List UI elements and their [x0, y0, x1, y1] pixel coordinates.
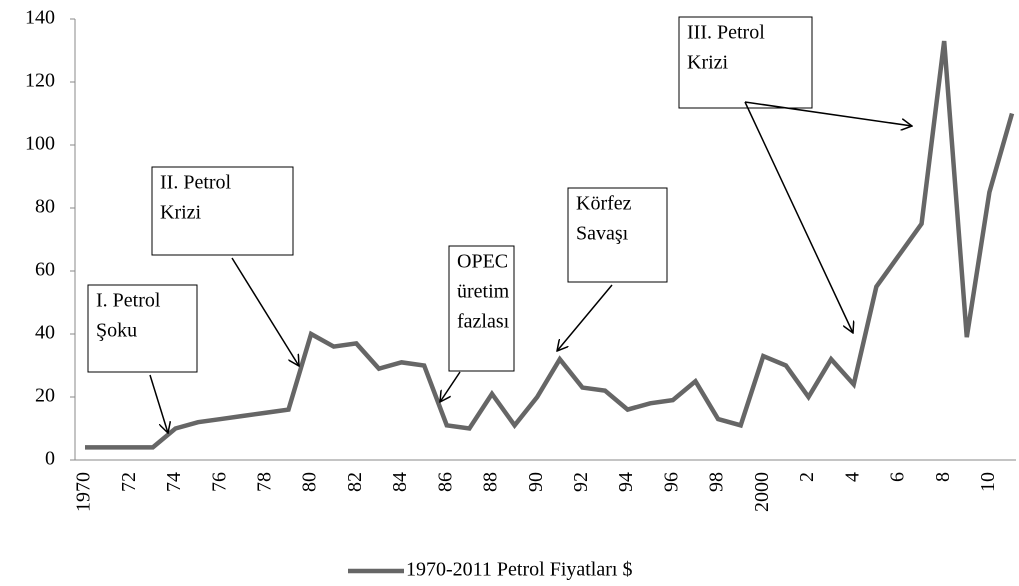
annotation-arrow: [231, 257, 299, 366]
y-tick-label: 100: [25, 133, 55, 155]
y-tick-label: 60: [35, 259, 55, 281]
x-tick-label: 90: [525, 472, 547, 492]
annotation-arrow: [557, 284, 613, 351]
annotation-text: III. Petrol: [687, 22, 765, 44]
x-tick-label: 1970: [73, 472, 95, 512]
annotation-text: Krizi: [687, 52, 729, 74]
y-tick-label: 20: [35, 385, 55, 407]
annotation-box: [567, 187, 668, 283]
y-tick-label: 40: [35, 322, 55, 344]
x-tick-label: 92: [570, 472, 592, 492]
annotation-box: [87, 284, 198, 373]
annotation-box: [448, 245, 515, 372]
annotation-text: Krizi: [160, 202, 202, 224]
x-tick-label: 72: [118, 472, 140, 492]
annotation-text: OPEC: [457, 251, 508, 273]
x-tick-label: 8: [932, 472, 954, 482]
x-tick-label: 4: [841, 472, 863, 482]
data-line: [85, 40, 1015, 450]
x-tick-label: 10: [977, 472, 999, 492]
x-tick-label: 74: [163, 472, 185, 492]
annotation-text: Şoku: [96, 320, 137, 342]
x-tick-label: 86: [434, 472, 456, 492]
y-tick-label: 140: [25, 7, 55, 29]
annotation-text: Savaşı: [576, 223, 629, 245]
annotation-text: üretim: [457, 281, 510, 303]
annotation-text: fazlası: [457, 311, 510, 333]
y-tick-label: 80: [35, 196, 55, 218]
x-tick-label: 76: [208, 472, 230, 492]
x-tick-label: 88: [480, 472, 502, 492]
x-tick-label: 98: [706, 472, 728, 492]
annotation-arrow: [440, 371, 461, 402]
y-tick-label: 0: [45, 448, 55, 470]
x-tick-label: 82: [344, 472, 366, 492]
y-tick-label: 120: [25, 70, 55, 92]
annotation-text: II. Petrol: [160, 172, 232, 194]
annotation-arrow: [744, 101, 853, 333]
x-tick-label: 78: [253, 472, 275, 492]
x-tick-label: 84: [389, 472, 411, 492]
x-tick-label: 96: [660, 472, 682, 492]
x-tick-label: 6: [887, 472, 909, 482]
x-tick-label: 2000: [751, 472, 773, 512]
x-tick-label: 2: [796, 472, 818, 482]
x-tick-label: 80: [299, 472, 321, 492]
annotation-arrow: [149, 374, 168, 433]
annotation-arrow: [744, 101, 912, 126]
annotation-text: Körfez: [576, 193, 632, 215]
annotation-box: [151, 166, 294, 256]
legend-label: 1970-2011 Petrol Fiyatları $: [406, 559, 632, 581]
x-tick-label: 94: [615, 472, 637, 492]
annotation-box: [678, 16, 813, 109]
annotation-text: I. Petrol: [96, 290, 161, 312]
